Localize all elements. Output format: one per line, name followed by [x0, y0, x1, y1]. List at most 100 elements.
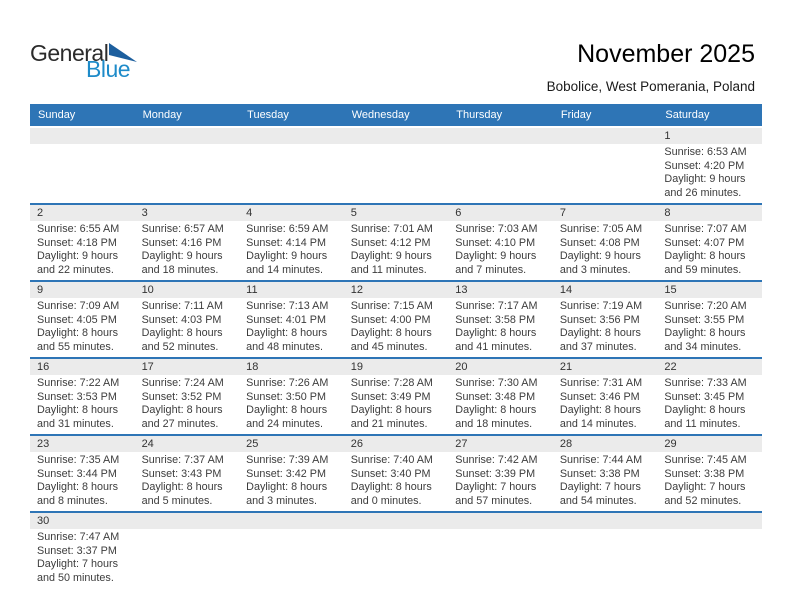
daylight-line-2: and 8 minutes.: [37, 494, 108, 507]
day-number: 29: [664, 438, 677, 450]
day-number: 22: [664, 361, 677, 373]
empty-cell: [553, 529, 658, 588]
day-cell: Sunrise: 6:53 AM Sunset: 4:20 PM Daylight:…: [657, 144, 762, 203]
sunset-line: Sunset: 4:01 PM: [246, 313, 326, 326]
sunset-line: Sunset: 3:38 PM: [559, 467, 640, 480]
day-cell: Sunrise: 7:40 AM Sunset: 3:40 PM Daylight:…: [344, 452, 449, 511]
daylight-line-2: and 21 minutes.: [350, 417, 428, 430]
sunset-line: Sunset: 4:05 PM: [37, 313, 117, 326]
day-number: 11: [246, 284, 258, 296]
day-cell: Sunrise: 7:03 AM Sunset: 4:10 PM Daylight:…: [448, 221, 553, 280]
day-cell: Sunrise: 7:44 AM Sunset: 3:38 PM Daylight:…: [553, 452, 658, 511]
day-number-band: 23 24 25 26 27 28 29: [30, 436, 762, 452]
daylight-line-1: Daylight: 8 hours: [246, 481, 328, 494]
daylight-line-2: and 54 minutes.: [559, 494, 637, 507]
sunrise-line: Sunrise: 7:07 AM: [664, 223, 747, 235]
week-row: 23 24 25 26 27 28 29 Sunrise: 7:35 AM Sunset: 3:…: [30, 436, 762, 513]
sunrise-line: Sunrise: 7:30 AM: [455, 377, 538, 389]
week-cells: Sunrise: 7:22 AM Sunset: 3:53 PM Daylight:…: [30, 375, 762, 434]
day-cell: Sunrise: 7:30 AM Sunset: 3:48 PM Daylight:…: [448, 375, 553, 434]
day-number: 18: [246, 361, 259, 373]
empty-cell: [448, 144, 553, 203]
day-number: 28: [559, 438, 573, 450]
daylight-line-2: and 11 minutes.: [664, 417, 741, 430]
daylight-line-2: and 18 minutes.: [455, 417, 533, 430]
day-number: 2: [37, 207, 44, 219]
day-number: 23: [37, 438, 50, 450]
daylight-line-2: and 52 minutes.: [664, 494, 742, 507]
daylight-line-2: and 24 minutes.: [246, 417, 323, 430]
daylight-line-1: Daylight: 8 hours: [664, 327, 746, 340]
week-cells: Sunrise: 7:35 AM Sunset: 3:44 PM Daylight:…: [30, 452, 762, 511]
day-cell: Sunrise: 7:20 AM Sunset: 3:55 PM Daylight:…: [657, 298, 762, 357]
daylight-line-1: Daylight: 7 hours: [559, 481, 641, 494]
calendar-body: 1 Sunrise: 6:53 AM Sunset: 4:20 PM Daylight…: [30, 128, 762, 588]
sunrise-line: Sunrise: 7:03 AM: [455, 223, 538, 235]
daylight-line-1: Daylight: 8 hours: [559, 327, 641, 340]
daylight-line-2: and 37 minutes.: [559, 340, 637, 353]
daylight-line-2: and 7 minutes.: [455, 263, 527, 276]
sunrise-line: Sunrise: 7:42 AM: [455, 454, 538, 466]
day-number: 9: [37, 284, 44, 296]
sunrise-line: Sunrise: 7:19 AM: [559, 300, 643, 312]
daylight-line-1: Daylight: 8 hours: [141, 404, 223, 417]
calendar-table: Sunday Monday Tuesday Wednesday Thursday Frid…: [30, 104, 762, 588]
day-cell: Sunrise: 7:26 AM Sunset: 3:50 PM Daylight:…: [239, 375, 344, 434]
empty-cell: [344, 144, 449, 203]
empty-cell: [448, 529, 553, 588]
day-number: 26: [350, 438, 363, 450]
logo-general-text: General: [30, 40, 109, 66]
day-number: 17: [141, 361, 154, 373]
sunrise-line: Sunrise: 7:15 AM: [350, 300, 433, 312]
sunset-line: Sunset: 3:50 PM: [246, 390, 326, 403]
sunrise-line: Sunrise: 7:33 AM: [664, 377, 747, 389]
sunrise-line: Sunrise: 7:05 AM: [559, 223, 643, 235]
sunset-line: Sunset: 4:00 PM: [350, 313, 431, 326]
sunset-line: Sunset: 4:10 PM: [455, 236, 536, 249]
daylight-line-1: Daylight: 8 hours: [350, 481, 432, 494]
general-blue-logo: General Blue: [30, 40, 138, 81]
day-cell: Sunrise: 6:55 AM Sunset: 4:18 PM Daylight:…: [30, 221, 135, 280]
day-header-saturday: Saturday: [665, 109, 710, 121]
sunset-line: Sunset: 3:38 PM: [664, 467, 745, 480]
sunrise-line: Sunrise: 7:24 AM: [141, 377, 224, 389]
sunset-line: Sunset: 3:53 PM: [37, 390, 117, 403]
empty-cell: [239, 529, 344, 588]
day-cell: Sunrise: 7:35 AM Sunset: 3:44 PM Daylight:…: [30, 452, 135, 511]
daylight-line-1: Daylight: 7 hours: [664, 481, 746, 494]
sunset-line: Sunset: 3:37 PM: [37, 544, 117, 557]
day-cell: Sunrise: 7:11 AM Sunset: 4:03 PM Daylight:…: [135, 298, 240, 357]
sunset-line: Sunset: 3:48 PM: [455, 390, 536, 403]
day-header-wednesday: Wednesday: [351, 109, 410, 121]
day-header-tuesday: Tuesday: [247, 109, 289, 121]
day-cell: Sunrise: 7:09 AM Sunset: 4:05 PM Daylight:…: [30, 298, 135, 357]
day-number: 4: [246, 207, 253, 219]
sunrise-line: Sunrise: 7:40 AM: [350, 454, 433, 466]
daylight-line-2: and 45 minutes.: [350, 340, 428, 353]
sunset-line: Sunset: 4:20 PM: [664, 159, 745, 172]
day-header-monday: Monday: [142, 109, 182, 121]
sunrise-line: Sunrise: 7:26 AM: [246, 377, 329, 389]
sunset-line: Sunset: 4:14 PM: [246, 236, 326, 249]
daylight-line-1: Daylight: 8 hours: [37, 481, 119, 494]
day-cell: Sunrise: 7:24 AM Sunset: 3:52 PM Daylight:…: [135, 375, 240, 434]
daylight-line-1: Daylight: 9 hours: [664, 173, 746, 186]
daylight-line-2: and 34 minutes.: [664, 340, 742, 353]
sunset-line: Sunset: 3:49 PM: [350, 390, 431, 403]
daylight-line-2: and 41 minutes.: [455, 340, 533, 353]
daylight-line-2: and 22 minutes.: [37, 263, 114, 276]
daylight-line-2: and 11 minutes.: [350, 263, 427, 276]
daylight-line-2: and 57 minutes.: [455, 494, 533, 507]
daylight-line-1: Daylight: 8 hours: [350, 404, 432, 417]
empty-cell: [30, 144, 135, 203]
sunset-line: Sunset: 3:40 PM: [350, 467, 431, 480]
daylight-line-2: and 18 minutes.: [141, 263, 219, 276]
day-cell: Sunrise: 7:31 AM Sunset: 3:46 PM Daylight:…: [553, 375, 658, 434]
day-cell: Sunrise: 7:22 AM Sunset: 3:53 PM Daylight:…: [30, 375, 135, 434]
sunrise-line: Sunrise: 7:13 AM: [246, 300, 329, 312]
day-cell: Sunrise: 7:47 AM Sunset: 3:37 PM Daylight:…: [30, 529, 135, 588]
day-number: 7: [559, 207, 566, 219]
daylight-line-2: and 55 minutes.: [37, 340, 114, 353]
day-number: 10: [141, 284, 154, 296]
calendar-header-row: Sunday Monday Tuesday Wednesday Thursday Frid…: [30, 104, 762, 126]
